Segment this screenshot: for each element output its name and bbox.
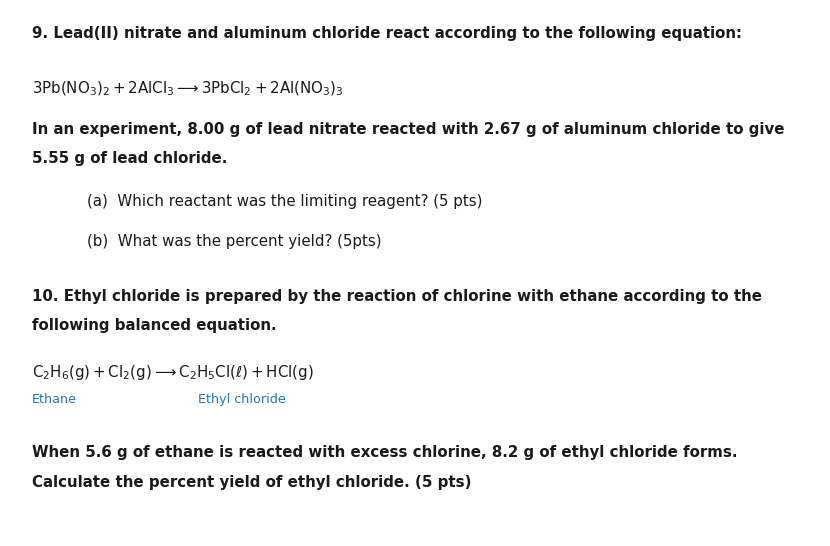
Text: (a)  Which reactant was the limiting reagent? (5 pts): (a) Which reactant was the limiting reag… bbox=[87, 194, 483, 209]
Text: Ethyl chloride: Ethyl chloride bbox=[198, 393, 286, 406]
Text: 5.55 g of lead chloride.: 5.55 g of lead chloride. bbox=[32, 151, 227, 165]
Text: When 5.6 g of ethane is reacted with excess chlorine, 8.2 g of ethyl chloride fo: When 5.6 g of ethane is reacted with exc… bbox=[32, 445, 737, 460]
Text: $\mathregular{3Pb(NO_3)_2 + 2AlCl_3 \longrightarrow 3PbCl_2 + 2Al(NO_3)_3}$: $\mathregular{3Pb(NO_3)_2 + 2AlCl_3 \lon… bbox=[32, 79, 343, 98]
Text: Ethane: Ethane bbox=[32, 393, 76, 406]
Text: Calculate the percent yield of ethyl chloride. (5 pts): Calculate the percent yield of ethyl chl… bbox=[32, 475, 471, 490]
Text: following balanced equation.: following balanced equation. bbox=[32, 318, 276, 333]
Text: 10. Ethyl chloride is prepared by the reaction of chlorine with ethane according: 10. Ethyl chloride is prepared by the re… bbox=[32, 289, 762, 304]
Text: In an experiment, 8.00 g of lead nitrate reacted with 2.67 g of aluminum chlorid: In an experiment, 8.00 g of lead nitrate… bbox=[32, 122, 784, 137]
Text: (b)  What was the percent yield? (5pts): (b) What was the percent yield? (5pts) bbox=[87, 234, 382, 248]
Text: $\mathregular{C_2H_6(g) + Cl_2(g) \longrightarrow C_2H_5Cl(\ell) + HCl(g)}$: $\mathregular{C_2H_6(g) + Cl_2(g) \longr… bbox=[32, 363, 313, 382]
Text: 9. Lead(II) nitrate and aluminum chloride react according to the following equat: 9. Lead(II) nitrate and aluminum chlorid… bbox=[32, 26, 741, 41]
